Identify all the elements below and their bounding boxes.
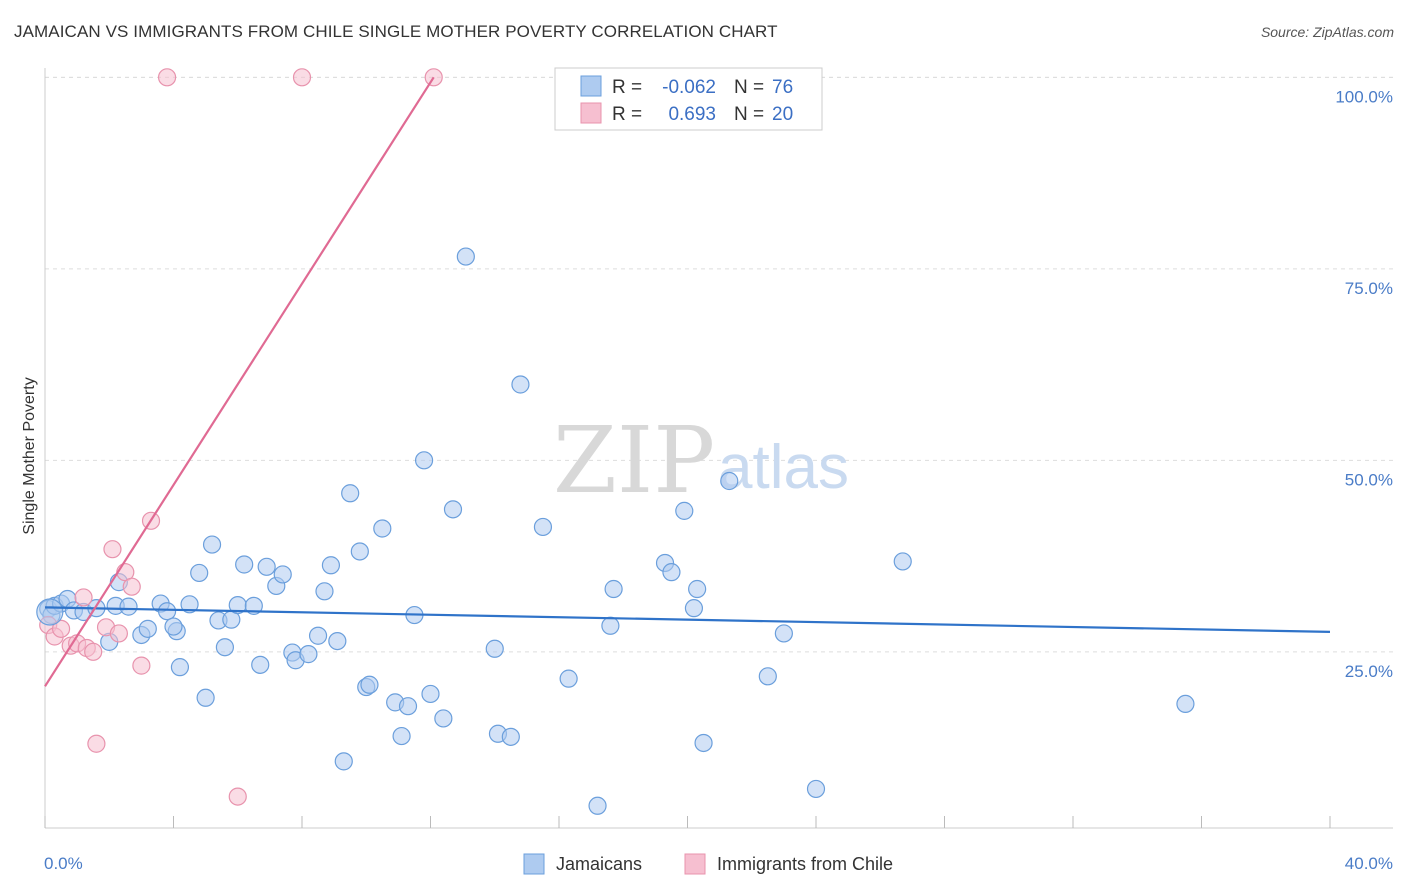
chart-title: JAMAICAN VS IMMIGRANTS FROM CHILE SINGLE… [14, 22, 778, 41]
point-chile [228, 787, 247, 806]
point-jamaicans [501, 727, 520, 746]
point-jamaicans [443, 500, 463, 519]
legend-n-label-1: N = [734, 77, 764, 98]
point-jamaicans [334, 752, 353, 771]
legend-r-label-1: R = [612, 77, 642, 98]
legend-r-value-2: 0.693 [668, 104, 716, 125]
watermark: ZIP atlas [553, 407, 849, 514]
point-jamaicans [190, 563, 209, 583]
point-jamaicans [675, 501, 694, 520]
axes [44, 68, 1393, 829]
point-jamaicans [341, 484, 360, 503]
point-jamaicans [350, 542, 369, 561]
legend-r-label-2: R = [612, 104, 642, 125]
y-tick-label: 75.0% [1345, 279, 1393, 298]
point-jamaicans [1176, 694, 1195, 714]
point-jamaicans [170, 658, 190, 677]
point-jamaicans [299, 645, 318, 664]
x-tick-label-end: 40.0% [1345, 854, 1393, 873]
point-jamaicans [511, 375, 530, 394]
trend-line-jamaicans [44, 606, 1331, 634]
y-tick-label: 25.0% [1345, 662, 1393, 681]
point-jamaicans [308, 626, 328, 645]
point-jamaicans [414, 451, 434, 470]
legend-swatch-chile [580, 102, 602, 124]
point-jamaicans [774, 624, 793, 643]
point-jamaicans [398, 697, 418, 716]
point-jamaicans [215, 638, 234, 657]
point-chile [157, 68, 177, 87]
point-chile [292, 68, 312, 87]
point-jamaicans [893, 552, 912, 571]
series-legend: Jamaicans Immigrants from Chile [523, 853, 893, 875]
y-tick-label: 50.0% [1345, 470, 1393, 489]
point-jamaicans [434, 709, 453, 728]
legend-r-value-1: -0.062 [662, 77, 716, 98]
point-jamaicans [257, 557, 276, 576]
point-jamaicans [806, 779, 826, 799]
point-jamaicans [180, 595, 199, 614]
point-chile [132, 656, 151, 675]
point-chile [87, 734, 106, 753]
point-jamaicans [251, 655, 270, 674]
stats-legend: R = -0.062 N = 76 R = 0.693 N = 20 [554, 67, 823, 131]
point-jamaicans-cluster [36, 598, 64, 626]
legend-swatch-jamaicans [580, 75, 602, 97]
watermark-atlas: atlas [718, 433, 849, 502]
series-legend-swatch-jamaicans [523, 853, 545, 875]
point-jamaicans [559, 669, 578, 688]
watermark-zip: ZIP [553, 407, 715, 514]
y-tick-label: 100.0% [1335, 87, 1393, 106]
point-jamaicans [196, 688, 215, 707]
x-tick-label-start: 0.0% [44, 854, 83, 873]
legend-n-value-1: 76 [772, 77, 793, 98]
trend-lines [44, 76, 1331, 687]
point-jamaicans [157, 602, 177, 621]
point-jamaicans [720, 471, 739, 491]
point-jamaicans [315, 582, 334, 601]
point-jamaicans [273, 565, 292, 584]
point-chile [84, 642, 103, 661]
chart-source: Source: ZipAtlas.com [1260, 24, 1394, 40]
point-jamaicans [758, 667, 777, 686]
point-chile [109, 624, 128, 643]
point-jamaicans [485, 639, 504, 658]
series-legend-label-jamaicans: Jamaicans [556, 854, 642, 874]
series-legend-label-chile: Immigrants from Chile [717, 854, 893, 874]
point-chile [122, 577, 141, 596]
y-axis-title: Single Mother Poverty [21, 377, 38, 534]
point-jamaicans [328, 631, 347, 651]
data-points [36, 68, 1195, 815]
legend-n-label-2: N = [734, 104, 764, 125]
point-jamaicans [360, 675, 379, 694]
point-jamaicans [662, 563, 681, 582]
point-jamaicans [601, 616, 620, 635]
point-jamaicans [119, 597, 138, 616]
point-chile [74, 588, 93, 607]
point-jamaicans [138, 619, 157, 638]
point-jamaicans [164, 617, 183, 636]
point-jamaicans [421, 684, 440, 704]
point-jamaicans [688, 579, 707, 599]
point-jamaicans [392, 726, 411, 746]
point-jamaicans [533, 517, 553, 537]
point-jamaicans [321, 556, 341, 575]
point-jamaicans [202, 535, 222, 554]
point-jamaicans [373, 519, 392, 538]
point-chile [51, 619, 71, 638]
point-jamaicans [235, 555, 254, 574]
point-jamaicans [456, 247, 475, 266]
point-jamaicans [684, 599, 704, 618]
point-jamaicans [244, 596, 263, 615]
tick-labels: 100.0% 75.0% 50.0% 25.0% 0.0% 40.0% [44, 87, 1393, 873]
point-chile [103, 540, 122, 559]
point-jamaicans [588, 796, 607, 815]
point-jamaicans [604, 579, 623, 599]
trend-line-chile [44, 76, 435, 687]
point-jamaicans [694, 733, 713, 753]
series-legend-swatch-chile [684, 853, 706, 875]
legend-n-value-2: 20 [772, 104, 793, 125]
